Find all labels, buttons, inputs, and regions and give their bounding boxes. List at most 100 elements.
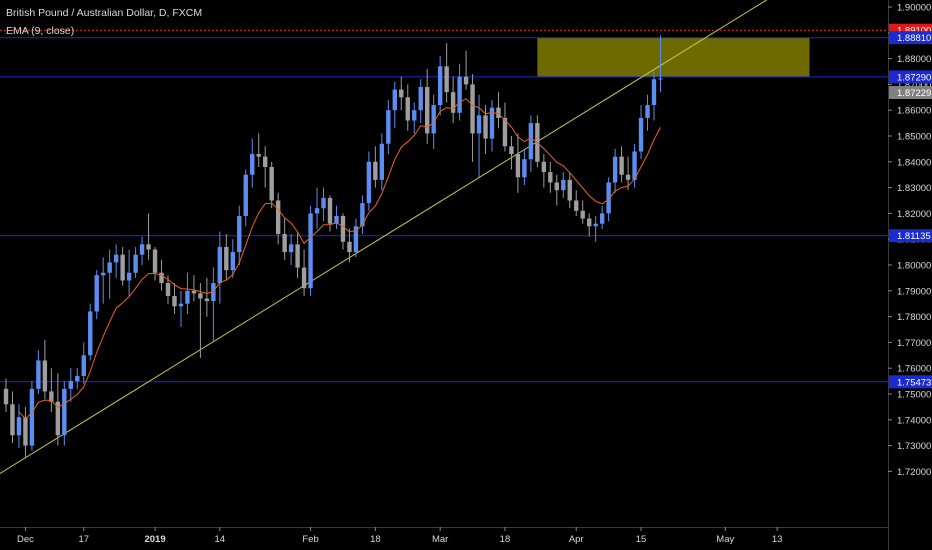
candle-bearish [515, 133, 521, 193]
candle-body [353, 226, 359, 253]
candle-bullish [185, 272, 190, 315]
candle-bullish [62, 381, 67, 446]
time-tick-label: 18 [500, 534, 511, 545]
price-tick-label: 1.73000 [897, 441, 931, 452]
candle-body [191, 290, 197, 294]
price-tick-label: 1.75000 [897, 390, 931, 401]
candle-body [49, 391, 54, 402]
candle-bullish [476, 94, 482, 178]
candle-body [243, 174, 248, 216]
price-tick-label: 1.90000 [897, 3, 931, 14]
candle-body [327, 197, 333, 224]
price-tag-blue [889, 70, 932, 84]
time-tick-label: 2019 [144, 534, 165, 545]
price-tick-label: 1.86000 [897, 106, 931, 117]
price-tick-label: 1.77000 [897, 338, 931, 349]
price-tag-blue [889, 31, 932, 45]
candle-body [567, 179, 572, 201]
candle-body [651, 79, 657, 106]
candle-bullish [237, 205, 242, 265]
candle-bullish [139, 236, 145, 265]
candle-body [288, 244, 294, 253]
candle-bullish [126, 249, 132, 296]
candle-bearish [301, 249, 307, 296]
candle-body [360, 203, 365, 227]
candle-bearish [263, 146, 268, 188]
ascending-trendline [0, 0, 768, 475]
price-tick-label: 1.79000 [897, 286, 931, 297]
candle-body [379, 143, 385, 180]
candle-body [373, 161, 378, 180]
candle-bullish [528, 115, 534, 173]
candle-body [522, 159, 527, 178]
candle-bearish [204, 277, 210, 317]
candle-bearish [165, 275, 171, 304]
candle-bullish [392, 81, 397, 129]
candle-body [88, 311, 93, 356]
price-tick-label: 1.74000 [897, 415, 931, 426]
candle-bearish [152, 246, 158, 281]
candle-bullish [217, 231, 223, 304]
price-tick-label: 1.76000 [897, 364, 931, 375]
candle-body [470, 84, 475, 134]
candle-bullish [36, 350, 41, 394]
candle-body [437, 66, 443, 106]
candle-body [256, 154, 261, 157]
candle-body [548, 172, 553, 183]
candle-body [152, 249, 158, 273]
candle-bearish [120, 246, 125, 286]
candle-bullish [658, 35, 663, 93]
candle-body [366, 161, 372, 204]
candle-bullish [386, 99, 391, 155]
candle-bullish [366, 151, 372, 211]
candle-bearish [470, 74, 475, 162]
candle-bearish [405, 84, 410, 131]
candle-body [444, 66, 449, 93]
candle-bearish [444, 43, 449, 103]
candle-body [405, 97, 410, 121]
time-tick-label: Apr [569, 534, 584, 545]
candle-bullish [101, 257, 106, 304]
candle-bearish [295, 231, 300, 278]
candle-bullish [599, 205, 605, 229]
candle-body [42, 360, 48, 392]
price-tick-label: 1.82000 [897, 209, 931, 220]
candle-body [55, 401, 61, 436]
candle-bullish [250, 138, 255, 188]
candle-body [29, 388, 35, 446]
candle-bearish [49, 368, 54, 413]
candle-body [269, 166, 274, 201]
time-tick-label: 17 [78, 534, 89, 545]
candle-body [3, 388, 9, 405]
candle-body [334, 215, 339, 224]
ema-layer [18, 98, 661, 420]
candle-bullish [178, 290, 184, 327]
price-tag-blue [889, 375, 932, 389]
candle-bearish [327, 195, 333, 232]
candle-bullish [16, 404, 22, 449]
candle-bearish [282, 218, 287, 260]
candle-body [625, 174, 631, 180]
candle-body [340, 215, 346, 242]
candle-body [580, 210, 585, 219]
candle-body [489, 107, 495, 139]
candle-bullish [88, 303, 93, 361]
candle-bullish [561, 172, 566, 198]
candle-body [632, 151, 637, 180]
price-tick-label: 1.80000 [897, 261, 931, 272]
candle-bearish [399, 76, 404, 111]
candle-body [638, 117, 644, 152]
candle-body [509, 146, 514, 155]
candle-bearish [347, 228, 352, 263]
candle-body [496, 107, 501, 118]
price-tick-label: 1.83000 [897, 183, 931, 194]
candle-bullish [81, 342, 86, 384]
candle-body [347, 241, 352, 253]
candle-body [36, 360, 41, 389]
candle-body [425, 86, 430, 134]
candle-bullish [211, 267, 216, 343]
candle-bearish [619, 146, 624, 183]
time-tick-label: 13 [772, 534, 783, 545]
candle-body [541, 161, 547, 173]
